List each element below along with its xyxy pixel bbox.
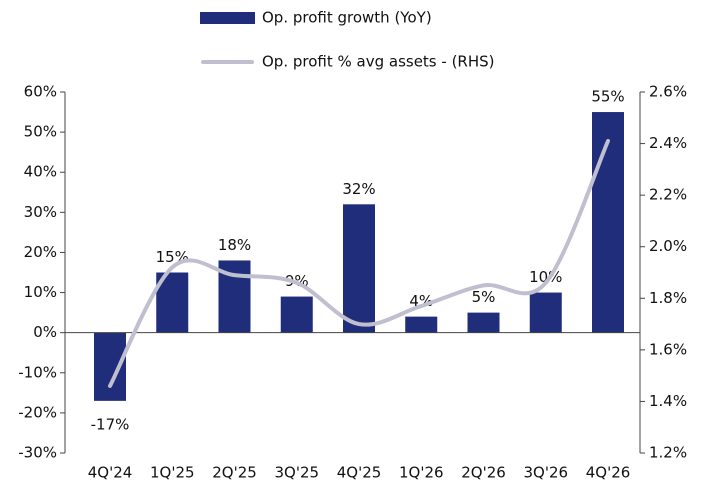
y-tick-label: -10% <box>18 363 57 381</box>
x-tick-label: 3Q'25 <box>274 464 319 482</box>
y2-tick-label: 1.8% <box>649 289 687 307</box>
bar-value-label: 15% <box>156 248 189 266</box>
bar <box>343 204 375 333</box>
bar <box>405 316 438 333</box>
legend-label: Op. profit % avg assets - (RHS) <box>262 53 495 71</box>
x-tick-label: 1Q'26 <box>399 464 444 482</box>
bar-value-label: 55% <box>591 88 624 106</box>
y-tick-label: 30% <box>24 203 57 221</box>
y2-tick-label: 2.0% <box>649 237 687 255</box>
bar <box>529 292 562 333</box>
y-tick-label: -30% <box>18 444 57 462</box>
x-tick-label: 4Q'25 <box>337 464 382 482</box>
legend-label: Op. profit growth (YoY) <box>262 9 432 27</box>
bar <box>592 112 624 333</box>
y-tick-label: 10% <box>24 283 57 301</box>
x-tick-label: 4Q'24 <box>88 464 133 482</box>
y2-tick-label: 1.4% <box>649 392 687 410</box>
y-tick-label: 40% <box>24 163 57 181</box>
y-tick-label: 60% <box>24 83 57 101</box>
y2-tick-label: 2.6% <box>649 83 687 101</box>
y2-tick-label: 1.2% <box>649 444 687 462</box>
x-tick-label: 4Q'26 <box>586 464 631 482</box>
y-tick-label: -20% <box>18 403 57 421</box>
bar <box>467 312 500 333</box>
x-tick-label: 2Q'25 <box>212 464 257 482</box>
y-tick-label: 50% <box>24 123 57 141</box>
x-tick-label: 1Q'25 <box>150 464 195 482</box>
y2-tick-label: 2.4% <box>649 134 687 152</box>
x-tick-label: 2Q'26 <box>461 464 506 482</box>
legend-swatch <box>200 12 255 24</box>
bar-value-label: 32% <box>342 180 375 198</box>
bar-value-label: 5% <box>472 288 496 306</box>
line <box>108 138 610 388</box>
bar <box>94 332 126 401</box>
bar-value-label: -17% <box>91 415 130 433</box>
y2-tick-label: 2.2% <box>649 186 687 204</box>
bar-value-label: 18% <box>218 236 251 254</box>
y-tick-label: 0% <box>33 323 57 341</box>
y2-tick-label: 1.6% <box>649 340 687 358</box>
x-tick-label: 3Q'26 <box>523 464 568 482</box>
bar <box>280 296 313 333</box>
y-tick-label: 20% <box>24 243 57 261</box>
